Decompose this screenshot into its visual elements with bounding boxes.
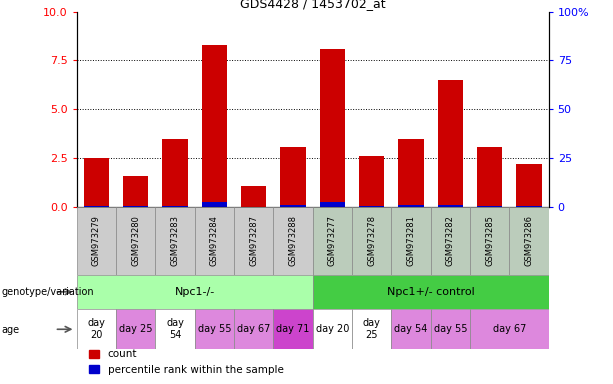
Bar [195, 309, 234, 349]
Bar [83, 158, 109, 207]
Bar [77, 309, 116, 349]
Bar [155, 309, 195, 349]
Bar [273, 309, 313, 349]
Bar [234, 207, 273, 275]
Bar [398, 139, 424, 207]
Bar [516, 206, 542, 207]
Bar [430, 309, 470, 349]
Text: day 67: day 67 [493, 324, 526, 334]
Bar [116, 309, 155, 349]
Bar [273, 207, 313, 275]
Bar [438, 80, 463, 207]
Text: GSM973284: GSM973284 [210, 215, 219, 266]
Text: GSM973283: GSM973283 [170, 215, 180, 266]
Bar [313, 207, 352, 275]
Text: GSM973281: GSM973281 [406, 215, 416, 266]
Text: day
54: day 54 [166, 318, 184, 340]
Bar [280, 205, 306, 207]
Bar [391, 309, 430, 349]
Title: GDS4428 / 1453702_at: GDS4428 / 1453702_at [240, 0, 386, 10]
Text: GSM973286: GSM973286 [525, 215, 533, 266]
Bar [398, 205, 424, 207]
Bar [352, 207, 391, 275]
Text: GSM973288: GSM973288 [289, 215, 297, 266]
Text: GSM973280: GSM973280 [131, 215, 140, 266]
Text: day 67: day 67 [237, 324, 270, 334]
Bar [319, 202, 345, 207]
Bar [359, 206, 384, 207]
Bar [352, 309, 391, 349]
Text: day 55: day 55 [197, 324, 231, 334]
Text: GSM973278: GSM973278 [367, 215, 376, 266]
Bar [123, 176, 148, 207]
Text: day
20: day 20 [88, 318, 105, 340]
Bar [477, 206, 503, 207]
Bar [83, 206, 109, 207]
Bar [280, 147, 306, 207]
Text: day 25: day 25 [119, 324, 153, 334]
Bar [313, 309, 352, 349]
Text: GSM973282: GSM973282 [446, 215, 455, 266]
Text: genotype/variation: genotype/variation [1, 287, 94, 297]
Bar [116, 207, 155, 275]
Text: GSM973287: GSM973287 [249, 215, 258, 266]
Bar [77, 275, 313, 309]
Bar [470, 309, 549, 349]
Bar [438, 205, 463, 207]
Bar [509, 207, 549, 275]
Bar [162, 206, 188, 207]
Text: day 71: day 71 [276, 324, 310, 334]
Bar [202, 202, 227, 207]
Bar [430, 207, 470, 275]
Text: GSM973279: GSM973279 [92, 215, 101, 266]
Text: day
25: day 25 [363, 318, 381, 340]
Bar [162, 139, 188, 207]
Bar [516, 164, 542, 207]
Bar [123, 206, 148, 207]
Text: Npc1+/- control: Npc1+/- control [387, 287, 474, 297]
Bar [359, 156, 384, 207]
Text: age: age [1, 325, 20, 335]
Bar [77, 207, 116, 275]
Bar [234, 309, 273, 349]
Bar [477, 147, 503, 207]
Bar [241, 186, 267, 207]
Text: day 55: day 55 [433, 324, 467, 334]
Bar [155, 207, 195, 275]
Text: Npc1-/-: Npc1-/- [175, 287, 215, 297]
Legend: count, percentile rank within the sample: count, percentile rank within the sample [85, 345, 288, 379]
Bar [202, 45, 227, 207]
Text: day 20: day 20 [316, 324, 349, 334]
Text: GSM973277: GSM973277 [328, 215, 337, 266]
Bar [194, 207, 234, 275]
Bar [470, 207, 509, 275]
Text: GSM973285: GSM973285 [485, 215, 494, 266]
Bar [313, 275, 549, 309]
Bar [391, 207, 430, 275]
Bar [319, 49, 345, 207]
Text: day 54: day 54 [394, 324, 428, 334]
